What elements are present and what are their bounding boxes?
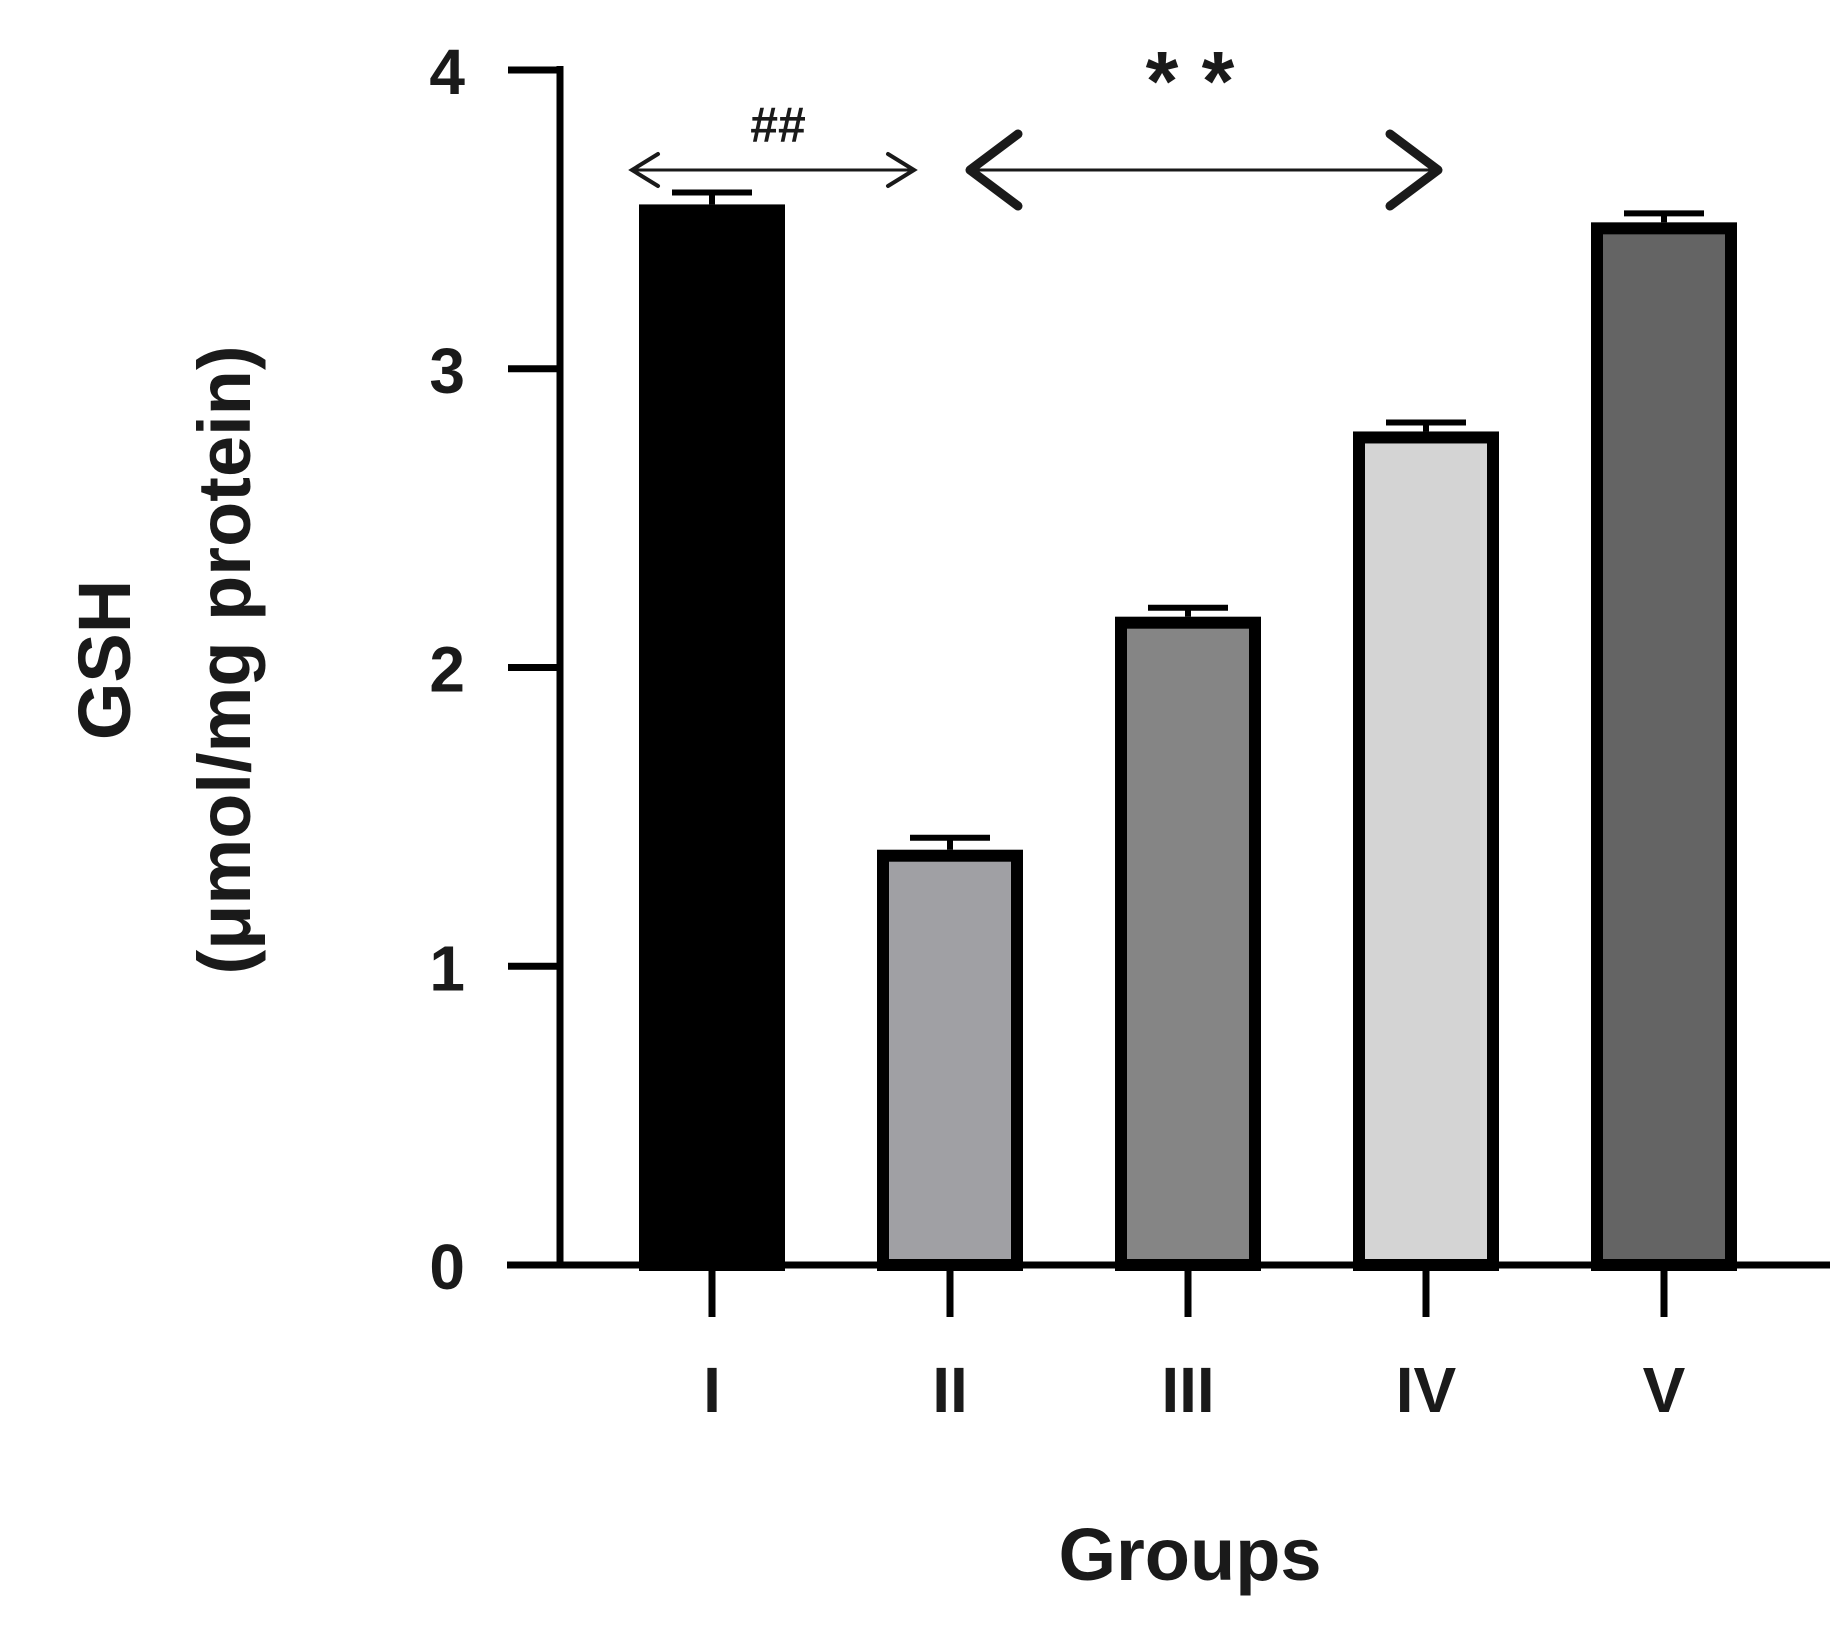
annotation-arrow-2-right-head xyxy=(1385,129,1443,211)
y-axis-title: GSH (μmol/mg protein) xyxy=(63,346,266,975)
annotation-arrow-1-left-head xyxy=(628,152,660,188)
x-tick-label-V: V xyxy=(1643,1354,1686,1426)
bar-II xyxy=(877,849,1023,1272)
x-axis-title: Groups xyxy=(1058,1513,1321,1596)
annotation-arrow-1-right-head xyxy=(886,152,918,188)
bar-III xyxy=(1115,616,1261,1271)
bar-IV xyxy=(1353,431,1499,1271)
annotation-label-2: * * xyxy=(1146,34,1235,128)
annotation-arrow-2-left-head xyxy=(965,129,1023,211)
y-tick-label-1: 1 xyxy=(429,932,465,1004)
y-tick-label-4: 4 xyxy=(429,36,465,108)
bar-I xyxy=(639,204,785,1272)
bar-V xyxy=(1591,222,1737,1271)
x-tick-label-II: II xyxy=(932,1354,968,1426)
x-tick-label-IV: IV xyxy=(1396,1354,1457,1426)
x-tick-label-I: I xyxy=(703,1354,721,1426)
y-tick-label-3: 3 xyxy=(429,335,465,407)
y-axis-title-line2: (μmol/mg protein) xyxy=(183,346,266,975)
y-tick-label-0: 0 xyxy=(429,1231,465,1303)
y-tick-label-2: 2 xyxy=(429,634,465,706)
annotation-label-1: ## xyxy=(750,97,806,153)
y-axis-title-line1: GSH xyxy=(63,580,146,740)
x-tick-label-III: III xyxy=(1161,1354,1214,1426)
